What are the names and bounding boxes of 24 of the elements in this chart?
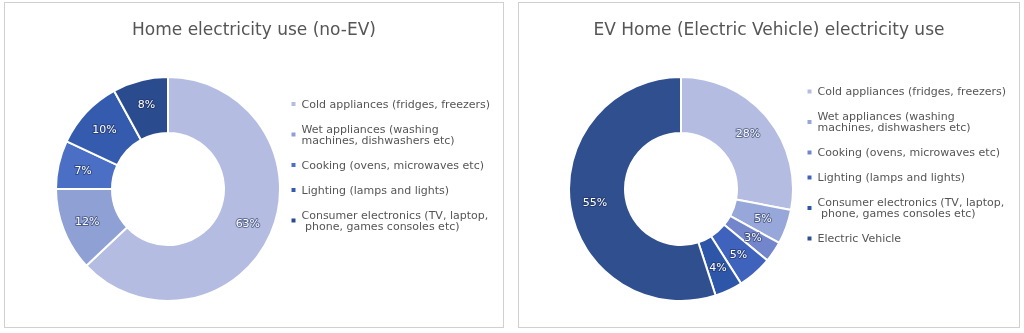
data-label: 12%: [74, 214, 100, 228]
data-label: 7%: [74, 163, 92, 177]
chart-title: Home electricity use (no-EV): [132, 18, 376, 39]
chart-title: EV Home (Electric Vehicle) electricity use: [593, 18, 945, 39]
data-label: 8%: [137, 98, 156, 112]
legend-label: Electric Vehicle: [817, 232, 902, 245]
data-label: 4%: [709, 261, 727, 275]
legend-label: Consumer electronics (TV, laptop, phone, games consoles etc): [817, 196, 1005, 220]
legend-label: Cooking (ovens, microwaves etc): [817, 146, 1001, 159]
legend-label: Wet appliances (washing machines, dishwashers etc): [817, 110, 971, 134]
legend-label: Consumer electronics (TV, laptop, phone, games consoles etc): [301, 208, 489, 233]
data-label: 55%: [582, 196, 608, 210]
data-label: 28%: [735, 127, 761, 141]
legend-label: Cooking (ovens, microwaves etc): [301, 158, 485, 172]
legend-label: Lighting (lamps and lights): [301, 183, 450, 197]
legend-label: Lighting (lamps and lights): [817, 171, 966, 184]
data-label: 5%: [754, 211, 772, 225]
data-label: 5%: [729, 247, 748, 261]
legend-label: Cold appliances (fridges, freezers): [301, 97, 491, 111]
legend-label: Wet appliances (washing machines, dishwashers etc): [301, 122, 455, 147]
data-label: 3%: [744, 231, 762, 245]
data-label: 63%: [235, 217, 261, 231]
legend-label: Cold appliances (fridges, freezers): [817, 85, 1007, 98]
data-label: 10%: [92, 122, 117, 136]
